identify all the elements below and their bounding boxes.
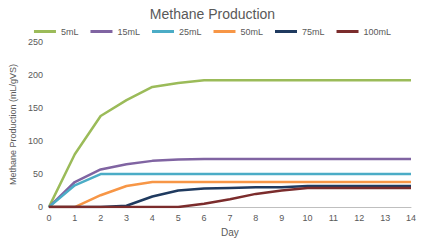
svg-text:Methane Production: Methane Production (150, 6, 275, 22)
svg-text:2: 2 (98, 213, 103, 223)
svg-text:10: 10 (303, 213, 313, 223)
svg-text:7: 7 (227, 213, 232, 223)
svg-text:12: 12 (354, 213, 364, 223)
svg-text:14: 14 (406, 213, 416, 223)
svg-text:5mL: 5mL (61, 27, 79, 37)
svg-text:6: 6 (202, 213, 207, 223)
svg-text:Methane Production (mL/gVS): Methane Production (mL/gVS) (8, 64, 18, 185)
svg-text:5: 5 (176, 213, 181, 223)
svg-text:100: 100 (28, 136, 43, 146)
svg-text:250: 250 (28, 37, 43, 47)
svg-text:150: 150 (28, 103, 43, 113)
svg-text:200: 200 (28, 70, 43, 80)
svg-text:1: 1 (72, 213, 77, 223)
svg-text:Day: Day (221, 227, 239, 238)
svg-text:9: 9 (279, 213, 284, 223)
svg-text:75mL: 75mL (302, 27, 325, 37)
svg-text:50mL: 50mL (240, 27, 263, 37)
svg-text:100mL: 100mL (364, 27, 392, 37)
svg-text:25mL: 25mL (179, 27, 202, 37)
svg-text:15mL: 15mL (117, 27, 140, 37)
svg-text:0: 0 (46, 213, 51, 223)
svg-text:13: 13 (380, 213, 390, 223)
svg-text:4: 4 (150, 213, 155, 223)
svg-text:0: 0 (38, 202, 43, 212)
svg-text:8: 8 (253, 213, 258, 223)
svg-text:3: 3 (124, 213, 129, 223)
svg-text:50: 50 (33, 169, 43, 179)
svg-text:11: 11 (329, 213, 338, 223)
